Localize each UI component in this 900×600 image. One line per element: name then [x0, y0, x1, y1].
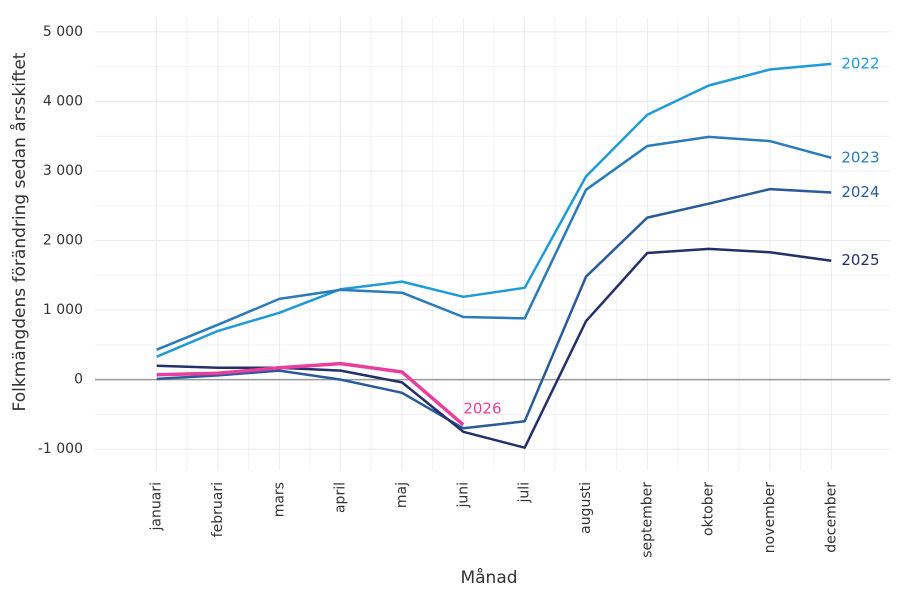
- series-label: 2026: [463, 399, 501, 417]
- y-tick-label: 3 000: [43, 163, 83, 179]
- x-tick-label: februari: [210, 482, 226, 537]
- x-tick-label: mars: [271, 482, 287, 517]
- series-label: 2025: [841, 251, 879, 269]
- x-tick-label: april: [333, 482, 349, 513]
- x-tick-label: september: [639, 482, 655, 558]
- series-label: 2022: [841, 54, 879, 72]
- y-tick-label: 0: [74, 372, 83, 388]
- x-tick-label: januari: [149, 482, 165, 531]
- series-label: 2024: [841, 183, 879, 201]
- x-tick-label: november: [762, 482, 778, 553]
- x-tick-label: juli: [517, 482, 533, 504]
- y-tick-label: 2 000: [43, 233, 83, 249]
- x-tick-label: december: [823, 482, 839, 553]
- y-tick-label: 4 000: [43, 93, 83, 109]
- line: [156, 135, 832, 351]
- x-tick-label: maj: [394, 482, 410, 508]
- x-tick-label: oktober: [701, 482, 717, 536]
- y-tick-label: -1 000: [38, 441, 83, 457]
- y-tick-label: 5 000: [43, 24, 83, 40]
- line: [156, 361, 465, 427]
- x-tick-label: juni: [455, 482, 471, 509]
- line: [156, 187, 832, 430]
- x-tick-label: augusti: [578, 482, 594, 534]
- series-label: 2023: [841, 148, 879, 166]
- y-axis-label: Folkmängdens förändring sedan årsskiftet: [9, 52, 30, 411]
- x-axis-label: Månad: [460, 567, 517, 588]
- line: [156, 62, 832, 358]
- y-tick-label: 1 000: [43, 302, 83, 318]
